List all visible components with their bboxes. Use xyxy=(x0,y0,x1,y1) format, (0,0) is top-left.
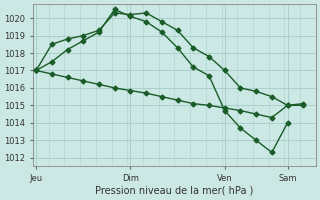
X-axis label: Pression niveau de la mer( hPa ): Pression niveau de la mer( hPa ) xyxy=(95,186,253,196)
